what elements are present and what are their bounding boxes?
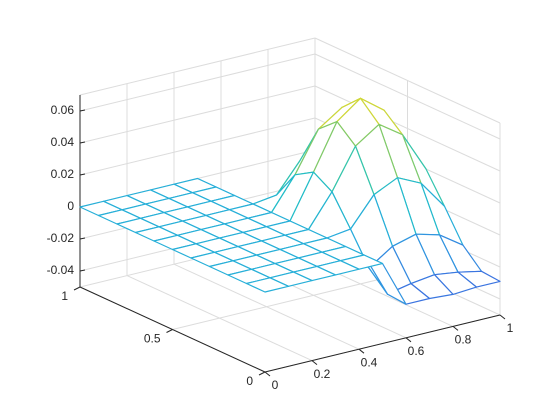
- z-tick-label: 0: [67, 199, 74, 213]
- grid-line: [79, 117, 316, 176]
- grid-line: [314, 53, 501, 140]
- z-tick: [79, 173, 86, 176]
- z-tick: [79, 269, 86, 272]
- box-edge: [314, 37, 501, 124]
- y-tick-label: 0: [246, 374, 253, 388]
- grid-line: [79, 85, 316, 144]
- z-tick: [79, 237, 86, 240]
- z-tick-label: 0.06: [51, 103, 75, 117]
- x-tick: [452, 326, 459, 331]
- x-tick: [311, 360, 318, 365]
- y-tick: [73, 286, 81, 291]
- y-tick-label: 1: [61, 289, 68, 303]
- mesh-cell: [245, 277, 290, 293]
- z-tick: [79, 109, 86, 112]
- y-tick: [166, 329, 173, 333]
- x-tick-label: 0.2: [314, 367, 331, 381]
- grid-line: [172, 272, 408, 330]
- y-tick: [258, 371, 266, 376]
- box-edge: [79, 37, 316, 96]
- x-tick: [358, 348, 365, 354]
- z-tick-label: -0.04: [47, 263, 75, 277]
- z-tick: [79, 141, 86, 144]
- y-tick-label: 0.5: [144, 332, 161, 346]
- x-tick-label: 1: [507, 321, 514, 335]
- x-tick: [264, 371, 271, 377]
- z-tick-label: -0.02: [47, 231, 75, 245]
- z-tick-label: 0.04: [51, 135, 75, 149]
- x-tick: [405, 337, 412, 343]
- x-tick: [499, 314, 506, 320]
- x-axis: [264, 314, 501, 373]
- grid-line: [314, 85, 501, 172]
- x-tick-label: 0.8: [455, 333, 472, 347]
- x-tick-label: 0.4: [361, 355, 378, 369]
- x-tick-label: 0: [272, 378, 279, 392]
- x-tick-label: 0.6: [408, 344, 425, 358]
- grid-line: [79, 53, 316, 112]
- z-tick-label: 0.02: [51, 167, 75, 181]
